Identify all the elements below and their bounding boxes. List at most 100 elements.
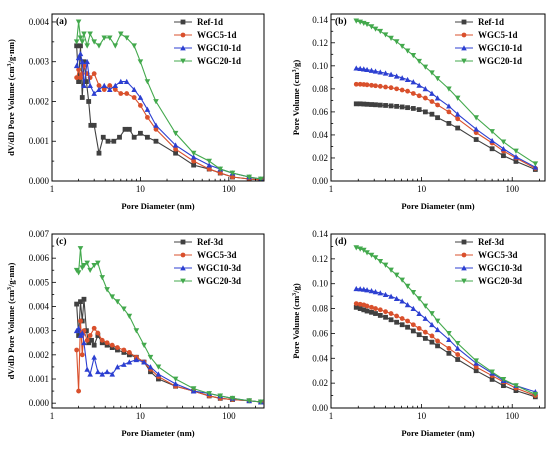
data-point-WGC5-1d xyxy=(369,82,374,88)
data-point-Ref-1d xyxy=(429,111,435,117)
data-point-Ref-3d xyxy=(394,319,400,325)
data-point-WGC10-3d xyxy=(372,288,379,295)
data-point-WGC10-1d xyxy=(446,103,452,109)
legend-entry-Ref-1d: Ref-1d xyxy=(478,17,504,27)
data-point-WGC10-1d xyxy=(399,75,405,81)
y-tick-label: 0.10 xyxy=(312,61,328,71)
data-point-WGC10-1d xyxy=(454,111,461,117)
series-line-WGC10-1d xyxy=(356,67,536,168)
data-point-WGC10-1d xyxy=(473,126,479,132)
panel-label: (c) xyxy=(56,236,67,247)
data-point-WGC5-1d xyxy=(353,81,359,87)
data-point-WGC10-3d xyxy=(133,356,140,363)
data-point-WGC5-1d xyxy=(230,174,235,180)
series-WGC20-3d xyxy=(73,246,264,405)
x-axis-label: Pore Diameter (nm) xyxy=(121,428,194,438)
data-point-WGC5-1d xyxy=(78,75,83,81)
data-point-Ref-1d xyxy=(79,95,85,100)
data-point-WGC5-3d xyxy=(410,322,416,328)
data-point-Ref-1d xyxy=(373,102,378,108)
legend-marker xyxy=(180,19,186,25)
data-point-Ref-3d xyxy=(121,350,127,355)
data-point-WGC20-3d xyxy=(429,311,435,317)
data-point-WGC10-1d xyxy=(87,82,93,88)
data-point-WGC20-1d xyxy=(393,39,400,45)
data-point-WGC5-1d xyxy=(76,67,82,73)
data-point-WGC5-3d xyxy=(373,306,378,311)
data-point-Ref-3d xyxy=(377,313,383,318)
data-point-WGC20-3d xyxy=(133,328,140,334)
data-point-WGC5-1d xyxy=(373,83,378,89)
data-point-WGC5-1d xyxy=(410,91,416,96)
series-WGC20-1d xyxy=(353,18,539,167)
data-point-WGC10-1d xyxy=(372,68,379,74)
data-point-WGC5-1d xyxy=(138,103,143,108)
data-point-WGC20-1d xyxy=(404,48,411,54)
y-tick-label: 0.06 xyxy=(312,107,328,117)
data-point-WGC10-1d xyxy=(500,145,507,152)
data-point-WGC10-3d xyxy=(75,325,82,331)
data-point-WGC5-3d xyxy=(76,388,82,394)
data-point-WGC5-3d xyxy=(435,338,440,344)
data-point-Ref-1d xyxy=(78,43,83,49)
data-point-Ref-3d xyxy=(405,324,410,330)
data-point-WGC20-3d xyxy=(217,393,224,399)
x-tick-label: 1 xyxy=(50,184,55,194)
data-point-WGC5-1d xyxy=(118,91,124,96)
data-point-WGC20-1d xyxy=(382,32,389,38)
data-point-Ref-3d xyxy=(156,376,161,382)
legend: Ref-1d WGC5-1d WGC10-1d WGC20-1d xyxy=(174,17,241,66)
data-point-WGC5-3d xyxy=(429,333,435,339)
chart-panel-a: 1 10 100 0.000 0.001 0.002 0.003 0.004 Pore Diam… xyxy=(6,13,265,211)
data-point-WGC20-3d xyxy=(95,260,101,266)
data-point-WGC20-1d xyxy=(388,35,394,41)
data-point-WGC5-3d xyxy=(78,318,83,324)
data-point-Ref-1d xyxy=(138,130,143,136)
data-point-WGC20-3d xyxy=(91,263,97,269)
data-point-WGC5-1d xyxy=(383,84,388,90)
data-point-WGC10-1d xyxy=(79,58,86,65)
x-axis-label: Pore Diameter (nm) xyxy=(401,428,474,438)
data-point-WGC20-1d xyxy=(429,70,435,76)
legend-entry-WGC20-1d: WGC20-1d xyxy=(478,56,522,66)
y-axis-label: dV/dD Pore Volume (cm3/g·nm) xyxy=(6,39,16,156)
data-point-WGC20-1d xyxy=(190,150,197,156)
data-point-WGC10-3d xyxy=(382,291,389,298)
data-point-Ref-3d xyxy=(388,317,394,323)
data-point-WGC5-1d xyxy=(124,91,130,96)
data-point-WGC5-1d xyxy=(173,146,178,152)
data-point-WGC10-3d xyxy=(126,359,133,365)
data-point-Ref-1d xyxy=(84,79,89,84)
plot-frame xyxy=(51,13,265,182)
data-point-WGC5-3d xyxy=(99,337,105,343)
legend-marker xyxy=(180,265,186,271)
data-point-WGC20-3d xyxy=(364,250,370,256)
data-point-WGC5-3d xyxy=(104,340,110,346)
data-point-Ref-3d xyxy=(429,339,435,345)
series-WGC10-1d xyxy=(73,50,264,181)
data-point-WGC10-1d xyxy=(190,154,197,160)
data-point-WGC20-1d xyxy=(489,129,495,135)
data-point-WGC5-3d xyxy=(109,342,115,348)
data-point-WGC10-3d xyxy=(368,287,375,294)
data-point-WGC20-1d xyxy=(75,19,82,25)
data-point-WGC20-1d xyxy=(87,31,93,37)
data-point-WGC10-3d xyxy=(91,354,97,360)
data-point-Ref-3d xyxy=(410,328,416,334)
data-point-WGC5-3d xyxy=(383,309,388,315)
data-point-WGC10-3d xyxy=(422,315,429,321)
data-point-Ref-1d xyxy=(489,146,495,152)
chart-panel-b: 1 10 100 0.00 0.02 0.04 0.06 0.08 0.10 0.12 0.14 Po… xyxy=(291,13,546,211)
data-point-Ref-1d xyxy=(131,134,137,140)
x-tick-label: 10 xyxy=(136,184,146,194)
legend-entry-WGC20-3d: WGC20-3d xyxy=(478,276,522,286)
series-line-Ref-1d xyxy=(356,103,536,170)
data-point-Ref-3d xyxy=(364,308,370,314)
data-point-WGC20-3d xyxy=(104,287,110,293)
data-point-WGC10-1d xyxy=(123,78,130,84)
legend-marker xyxy=(461,45,467,51)
legend-entry-WGC10-3d: WGC10-3d xyxy=(478,263,522,273)
data-point-WGC10-1d xyxy=(112,82,119,88)
data-point-WGC20-1d xyxy=(73,39,80,45)
data-point-WGC10-1d xyxy=(131,86,137,92)
